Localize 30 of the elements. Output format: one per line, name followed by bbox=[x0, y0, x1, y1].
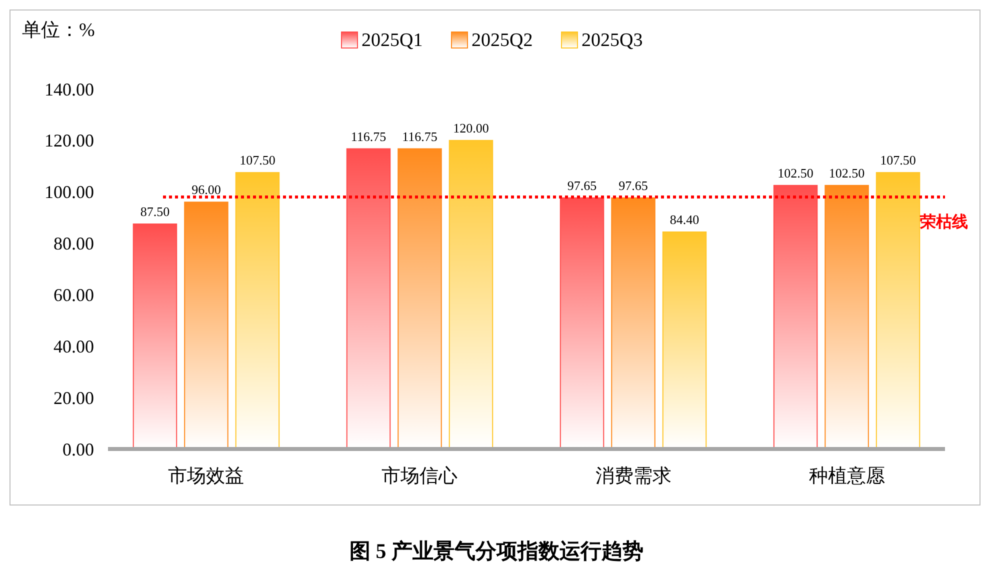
y-tick-label: 0.00 bbox=[62, 439, 94, 460]
data-label: 97.65 bbox=[618, 178, 648, 193]
legend-label: 2025Q2 bbox=[472, 30, 533, 51]
y-tick-label: 140.00 bbox=[44, 79, 94, 100]
data-label: 97.65 bbox=[567, 178, 597, 193]
text: 图 5 产业景气分项指数运行趋势 bbox=[350, 539, 644, 563]
data-label: 96.00 bbox=[192, 182, 221, 198]
data-label: 116.75 bbox=[350, 128, 386, 144]
x-tick-label: 市场信心 bbox=[382, 465, 458, 487]
y-tick-label: 100.00 bbox=[44, 182, 94, 202]
y-axis-title: 单位：% bbox=[22, 20, 95, 41]
data-label: 87.50 bbox=[140, 204, 170, 219]
y-tick-label: 80.00 bbox=[54, 234, 94, 254]
y-tick-label: 60.00 bbox=[54, 285, 94, 306]
legend-label: 2025Q3 bbox=[582, 30, 643, 51]
data-label: 116.75 bbox=[402, 128, 438, 144]
y-tick-label: 20.00 bbox=[54, 388, 94, 408]
ref-line-label: 荣枯线 bbox=[919, 213, 968, 231]
data-label: 102.50 bbox=[828, 165, 865, 180]
x-tick-label: 消费需求 bbox=[595, 466, 672, 487]
x-tick-label: 种植意愿 bbox=[808, 466, 885, 487]
data-label: 107.50 bbox=[880, 152, 916, 168]
data-label: 107.50 bbox=[240, 152, 276, 168]
legend-label: 2025Q1 bbox=[362, 30, 423, 51]
x-tick-label: 市场效益 bbox=[168, 465, 244, 487]
y-tick-label: 40.00 bbox=[54, 336, 94, 356]
data-label: 120.00 bbox=[453, 120, 489, 136]
data-label: 84.40 bbox=[670, 212, 700, 227]
y-tick-label: 120.00 bbox=[44, 130, 94, 151]
data-label: 102.50 bbox=[778, 165, 814, 180]
